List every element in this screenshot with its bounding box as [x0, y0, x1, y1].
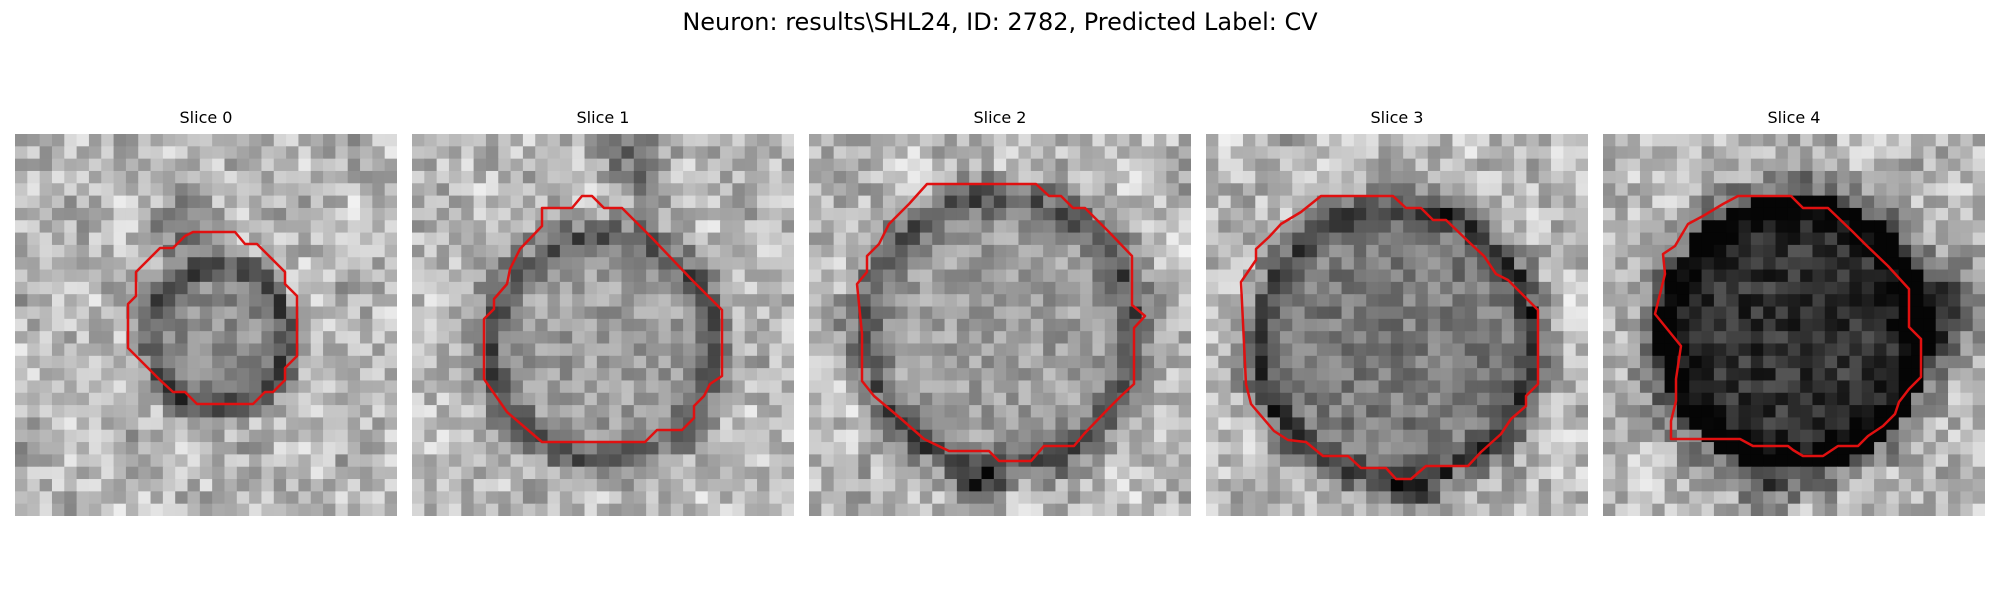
slice-title-2: Slice 2	[973, 108, 1027, 127]
contour-0	[126, 230, 299, 406]
micrograph-1	[412, 134, 794, 516]
figure-title: Neuron: results\SHL24, ID: 2782, Predict…	[682, 8, 1318, 36]
slice-image-2	[809, 134, 1191, 516]
slice-title-0: Slice 0	[179, 108, 233, 127]
micrograph-2	[809, 134, 1191, 516]
slice-image-4	[1603, 134, 1985, 516]
slice-title-3: Slice 3	[1370, 108, 1424, 127]
slice-image-0	[15, 134, 397, 516]
slice-image-3	[1206, 134, 1588, 516]
slice-panel-1: Slice 1	[412, 108, 794, 516]
contour-1	[482, 194, 724, 444]
slice-panel-3: Slice 3	[1206, 108, 1588, 516]
slice-title-1: Slice 1	[576, 108, 630, 127]
micrograph-4	[1603, 134, 1985, 516]
slice-image-1	[412, 134, 794, 516]
slice-panel-4: Slice 4	[1603, 108, 1985, 516]
contour-2	[855, 182, 1147, 463]
slice-panel-0: Slice 0	[15, 108, 397, 516]
slice-title-4: Slice 4	[1767, 108, 1821, 127]
micrograph-3	[1206, 134, 1588, 516]
contour-3	[1239, 194, 1540, 481]
contour-4	[1653, 194, 1923, 458]
micrograph-0	[15, 134, 397, 516]
slice-panel-2: Slice 2	[809, 108, 1191, 516]
